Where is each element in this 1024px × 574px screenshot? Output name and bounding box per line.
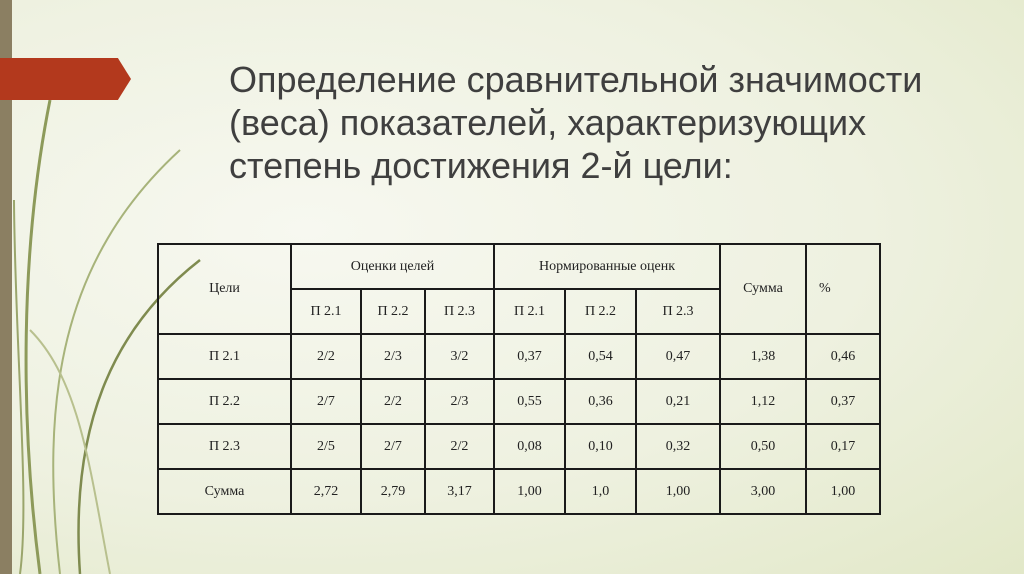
table-cell: 0,47 — [635, 333, 721, 380]
table-cell: 0,08 — [493, 423, 566, 470]
table-cell: 3,17 — [424, 468, 495, 515]
table-cell: 0,46 — [805, 333, 881, 380]
header-percent: % — [805, 243, 881, 335]
table-cell: 2/2 — [360, 378, 426, 425]
table-cell: 0,55 — [493, 378, 566, 425]
subheader-cell: П 2.3 — [635, 288, 721, 335]
weights-table: Цели Оценки целей Нормированные оценк Су… — [157, 243, 881, 515]
header-sum: Сумма — [719, 243, 807, 335]
subheader-cell: П 2.2 — [564, 288, 637, 335]
left-stripe — [0, 0, 12, 574]
slide-title: Определение сравнительной значимости (ве… — [229, 58, 922, 187]
title-arrow-marker — [0, 58, 131, 100]
subheader-cell: П 2.1 — [290, 288, 362, 335]
table-cell: 0,37 — [805, 378, 881, 425]
table-cell: 1,0 — [564, 468, 637, 515]
table-cell: 2/3 — [360, 333, 426, 380]
title-line: степень достижения 2-й цели: — [229, 145, 733, 186]
table-cell: 2/3 — [424, 378, 495, 425]
table-cell: 2,79 — [360, 468, 426, 515]
table-cell: 3/2 — [424, 333, 495, 380]
table-cell: 0,37 — [493, 333, 566, 380]
table-cell: 2/2 — [424, 423, 495, 470]
subheader-cell: П 2.1 — [493, 288, 566, 335]
table-row: П 2.1 2/2 2/3 3/2 0,37 0,54 0,47 1,38 0,46 — [157, 333, 881, 380]
table-cell: 0,50 — [719, 423, 807, 470]
table-cell: 1,00 — [805, 468, 881, 515]
table-cell: 2,72 — [290, 468, 362, 515]
table-cell: 1,38 — [719, 333, 807, 380]
table-cell: 0,36 — [564, 378, 637, 425]
header-goal-scores: Оценки целей — [290, 243, 495, 290]
title-line: (веса) показателей, характеризующих — [229, 102, 867, 143]
table-cell: 2/5 — [290, 423, 362, 470]
table-cell: 2/7 — [290, 378, 362, 425]
table-row: П 2.2 2/7 2/2 2/3 0,55 0,36 0,21 1,12 0,37 — [157, 378, 881, 425]
subheader-cell: П 2.2 — [360, 288, 426, 335]
table-cell: Сумма — [157, 468, 292, 515]
table-row: Сумма 2,72 2,79 3,17 1,00 1,0 1,00 3,00 1,00 — [157, 468, 881, 515]
table-cell: П 2.2 — [157, 378, 292, 425]
table-cell: П 2.1 — [157, 333, 292, 380]
header-goals: Цели — [157, 243, 292, 335]
table-cell: 1,00 — [493, 468, 566, 515]
table-cell: 0,17 — [805, 423, 881, 470]
table-cell: 3,00 — [719, 468, 807, 515]
table-cell: 2/2 — [290, 333, 362, 380]
table-cell: 0,54 — [564, 333, 637, 380]
table-cell: 0,21 — [635, 378, 721, 425]
table-cell: 2/7 — [360, 423, 426, 470]
title-line: Определение сравнительной значимости — [229, 59, 923, 100]
subheader-cell: П 2.3 — [424, 288, 495, 335]
table-row: П 2.3 2/5 2/7 2/2 0,08 0,10 0,32 0,50 0,17 — [157, 423, 881, 470]
table-cell: П 2.3 — [157, 423, 292, 470]
table-cell: 1,12 — [719, 378, 807, 425]
table-cell: 1,00 — [635, 468, 721, 515]
table-cell: 0,10 — [564, 423, 637, 470]
header-normalized-scores: Нормированные оценк — [493, 243, 721, 290]
table-cell: 0,32 — [635, 423, 721, 470]
